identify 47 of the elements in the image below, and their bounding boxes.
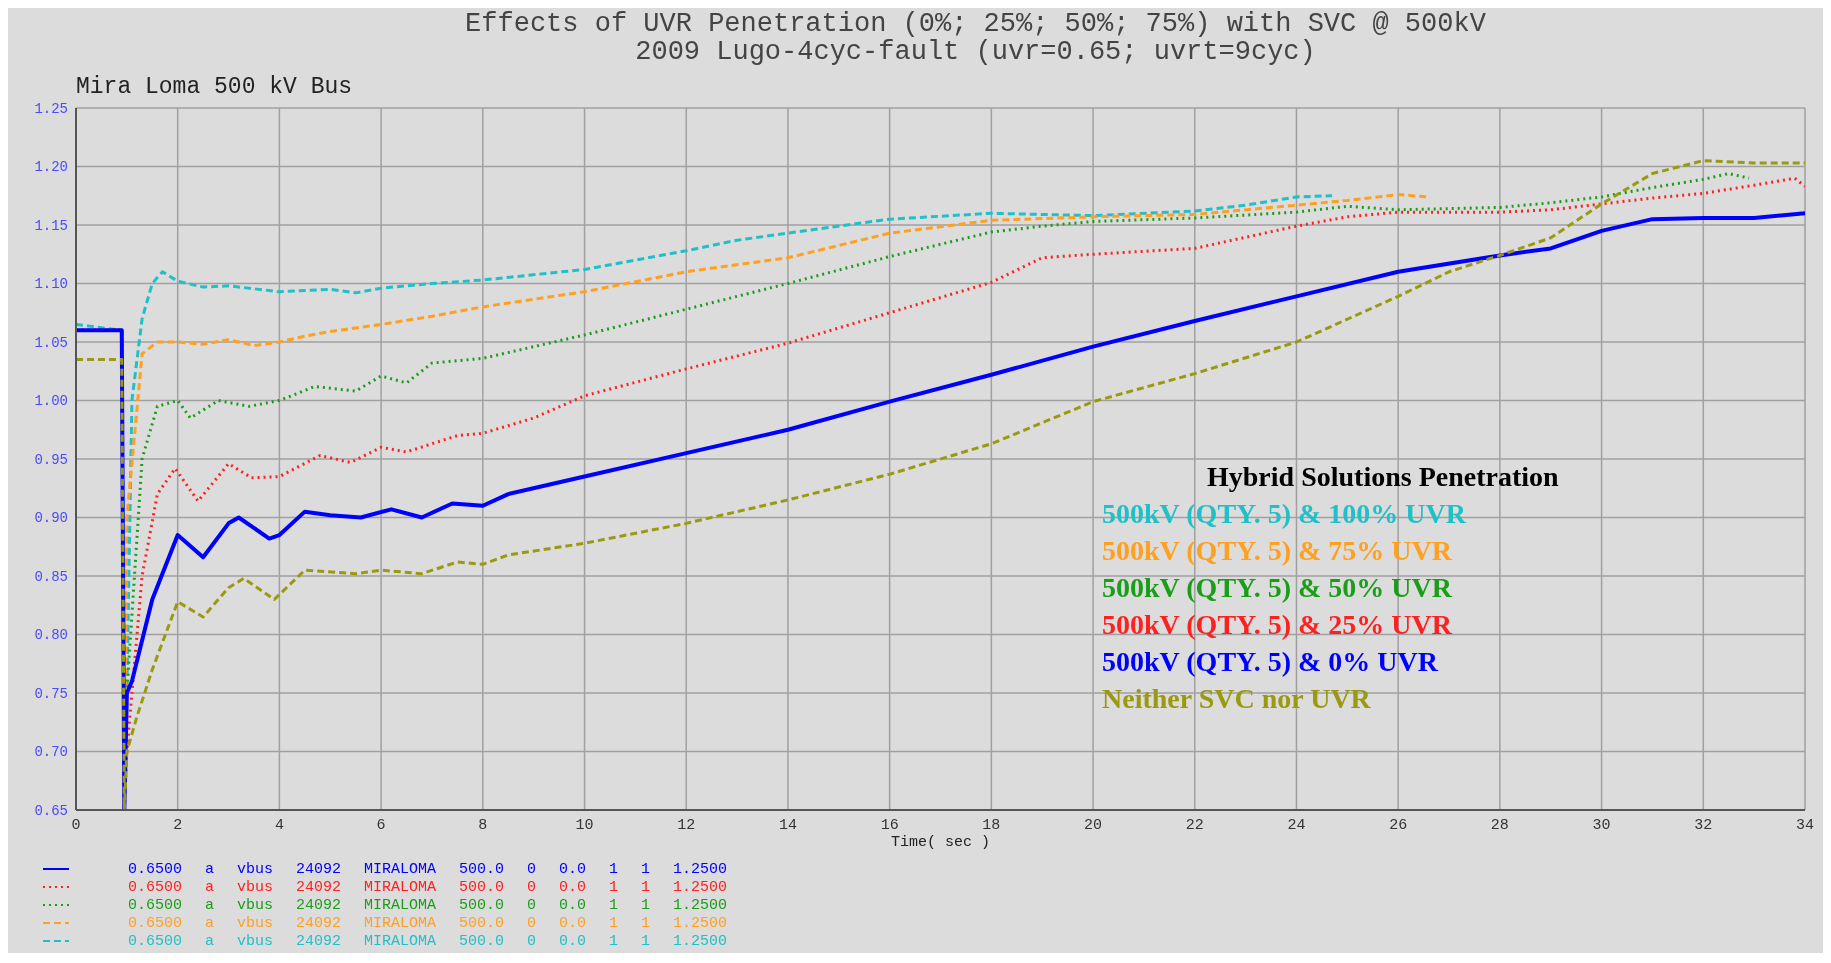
text: 500kV (QTY. 5) & 25% UVR [1102, 608, 1454, 642]
x-tick-label: 28 [1490, 816, 1509, 834]
chart-subtitle: 2009 Lugo-4cyc-fault (uvr=0.65; uvrt=9cyc) [634, 37, 1317, 67]
legend-title: Hybrid Solutions Penetration [1206, 460, 1559, 494]
x-tick-label: 16 [880, 816, 899, 834]
y-tick-label: 0.90 [34, 510, 68, 527]
y-tick-label: 0.75 [34, 685, 68, 702]
x-tick-label: 8 [478, 816, 488, 834]
y-tick-label: 1.15 [34, 217, 68, 234]
y-tick-label: 1.10 [34, 276, 68, 293]
x-tick-label: 24 [1287, 816, 1306, 834]
text: 0.6500 a vbus 24092 MIRALOMA 500.0 0 0.0 1 1 1.2500 [128, 932, 728, 950]
chart-title: Effects of UVR Penetration (0%; 25%; 50%; 75%) with SVC @ 500kV [464, 9, 1487, 39]
x-tick-label: 18 [982, 816, 1001, 834]
y-tick-label: 0.70 [34, 744, 68, 761]
x-axis-title: Time( sec ) [890, 834, 991, 851]
x-tick-label: 30 [1592, 816, 1611, 834]
text: 0.6500 a vbus 24092 MIRALOMA 500.0 0 0.0 1 1 1.2500 [128, 860, 728, 878]
y-tick-label: 1.20 [34, 159, 68, 176]
x-tick-label: 6 [376, 816, 386, 834]
x-tick-label: 32 [1694, 816, 1713, 834]
text: 500kV (QTY. 5) & 100% UVR [1102, 497, 1468, 531]
x-tick-label: 14 [778, 816, 797, 834]
y-tick-label: 0.65 [34, 802, 68, 819]
text: 500kV (QTY. 5) & 50% UVR [1102, 571, 1454, 605]
text: 0.6500 a vbus 24092 MIRALOMA 500.0 0 0.0 1 1 1.2500 [128, 914, 728, 932]
text: Neither SVC nor UVR [1102, 682, 1372, 716]
x-tick-label: 22 [1185, 816, 1204, 834]
y-tick-label: 0.85 [34, 568, 68, 585]
text: 0.6500 a vbus 24092 MIRALOMA 500.0 0 0.0 1 1 1.2500 [128, 878, 728, 896]
y-tick-label: 1.05 [34, 334, 68, 351]
x-tick-label: 26 [1389, 816, 1408, 834]
text: 500kV (QTY. 5) & 75% UVR [1102, 534, 1454, 568]
x-tick-label: 2 [173, 816, 183, 834]
x-tick-label: 10 [575, 816, 594, 834]
y-tick-label: 1.25 [34, 100, 68, 117]
y-tick-label: 1.00 [34, 393, 68, 410]
y-tick-label: 0.80 [34, 627, 68, 644]
x-tick-label: 12 [677, 816, 696, 834]
y-axis-title: Mira Loma 500 kV Bus [76, 74, 353, 100]
x-tick-label: 34 [1795, 816, 1815, 834]
x-tick-label: 0 [71, 816, 81, 834]
y-tick-label: 0.95 [34, 451, 68, 468]
text: 500kV (QTY. 5) & 0% UVR [1102, 645, 1440, 679]
x-tick-label: 4 [274, 816, 284, 834]
text: 0.6500 a vbus 24092 MIRALOMA 500.0 0 0.0 1 1 1.2500 [128, 896, 728, 914]
x-tick-label: 20 [1084, 816, 1103, 834]
